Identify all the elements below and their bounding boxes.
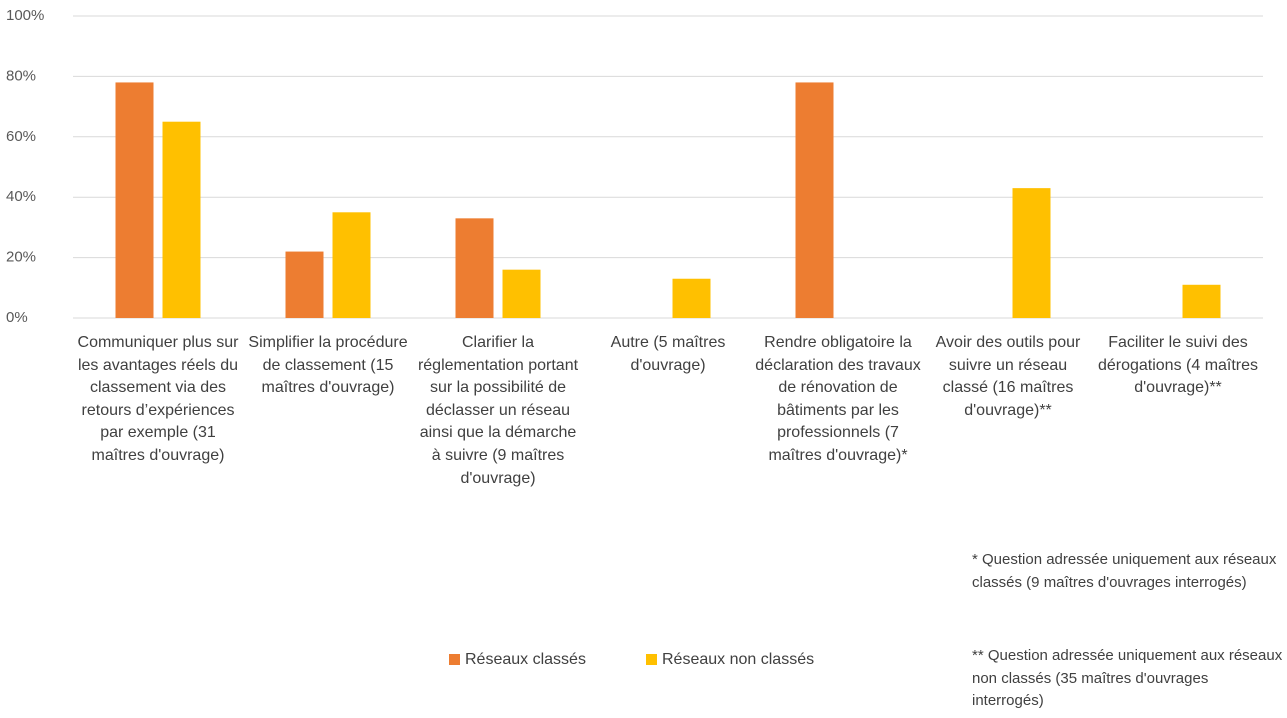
x-tick-label: Faciliter le suivi des dérogations (4 ma…: [1097, 334, 1259, 397]
footnote: * Question adressée uniquement aux résea…: [972, 551, 1277, 591]
x-tick-label: Autre (5 maîtres d'ouvrage): [610, 334, 726, 374]
y-tick-label: 0%: [6, 309, 28, 326]
bar: [795, 82, 834, 318]
bar: [162, 121, 201, 318]
x-tick-label: Rendre obligatoire la déclaration des tr…: [755, 334, 921, 464]
y-tick-label: 60%: [6, 128, 36, 145]
y-tick-label: 80%: [6, 67, 36, 84]
bar: [1182, 284, 1221, 318]
x-tick-label: Avoir des outils pour suivre un réseau c…: [935, 334, 1081, 419]
legend-swatch: [646, 654, 657, 665]
footnote: ** Question adressée uniquement aux rése…: [972, 647, 1283, 709]
legend-label: Réseaux non classés: [662, 651, 814, 668]
x-tick-label: Communiquer plus sur les avantages réels…: [77, 334, 239, 464]
bar: [285, 251, 324, 318]
bar: [332, 212, 371, 318]
legend-label: Réseaux classés: [465, 651, 586, 668]
x-tick-label: Simplifier la procédure de classement (1…: [248, 334, 408, 397]
bar: [455, 218, 494, 318]
bar: [672, 278, 711, 318]
y-tick-label: 20%: [6, 249, 36, 266]
y-tick-label: 40%: [6, 188, 36, 205]
bar: [115, 82, 154, 318]
x-tick-label: Clarifier la réglementation portant sur …: [417, 334, 579, 487]
y-tick-label: 100%: [6, 7, 44, 24]
legend-swatch: [449, 654, 460, 665]
bar: [1012, 188, 1051, 318]
bar: [502, 269, 541, 318]
